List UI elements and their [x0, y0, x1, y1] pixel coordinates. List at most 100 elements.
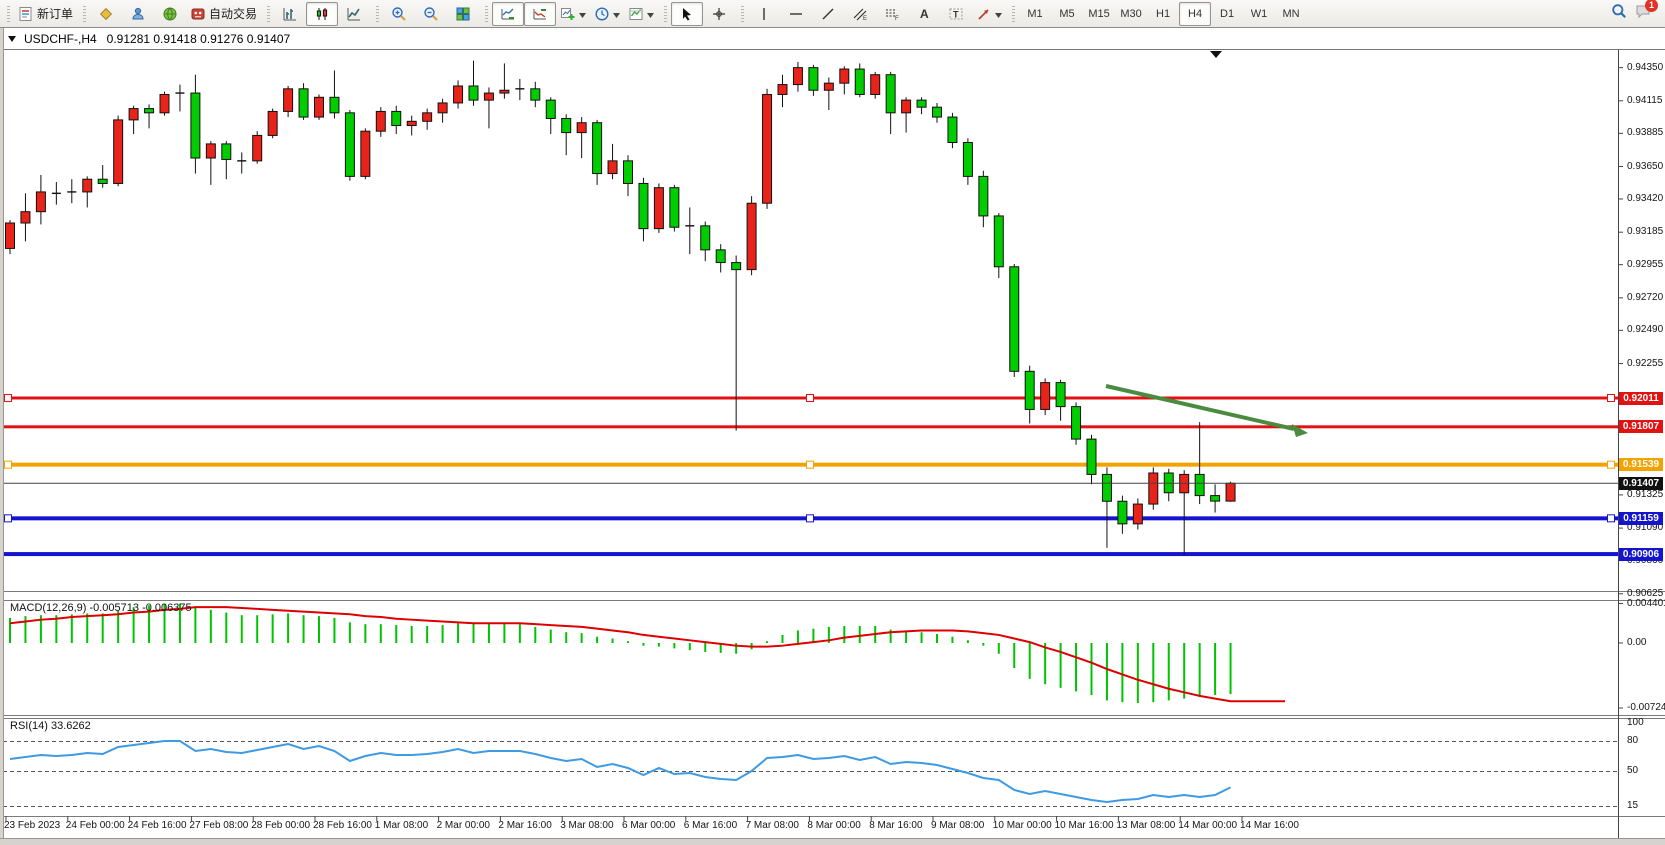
- zoom-out-button[interactable]: [415, 2, 447, 26]
- candle: [901, 99, 912, 114]
- button-label: H1: [1156, 7, 1171, 20]
- zoom-in-button[interactable]: [383, 2, 415, 26]
- line-handle[interactable]: [4, 460, 12, 469]
- chevron-down-icon[interactable]: [647, 5, 655, 23]
- vline-button[interactable]: [748, 2, 780, 26]
- timeframe-h1-button[interactable]: H1: [1147, 2, 1179, 26]
- price-tick-label: 0.94350: [1627, 61, 1664, 73]
- line-handle[interactable]: [1607, 394, 1615, 402]
- bar-chart-button[interactable]: [274, 2, 306, 26]
- fibonacci-button[interactable]: F: [876, 2, 908, 26]
- time-axis-label: 8 Mar 16:00: [869, 820, 923, 831]
- timeframe-w1-button[interactable]: W1: [1243, 2, 1275, 26]
- line-chart-icon: [346, 6, 362, 22]
- candle: [113, 119, 124, 184]
- line-handle[interactable]: [806, 514, 814, 523]
- line-handle[interactable]: [806, 394, 814, 402]
- indicator-window-button[interactable]: [492, 1, 525, 26]
- chat-button[interactable]: 1: [1635, 0, 1658, 24]
- macd-signal-line: [9, 606, 1285, 703]
- candle: [221, 143, 232, 160]
- market-watch-button[interactable]: [90, 2, 122, 26]
- chart-collapse-icon[interactable]: [8, 35, 16, 42]
- line-handle[interactable]: [4, 394, 12, 402]
- time-axis-label: 6 Mar 00:00: [622, 820, 676, 831]
- new-order-button[interactable]: 新订单: [14, 2, 77, 26]
- timeframe-m5-button[interactable]: M5: [1051, 2, 1083, 26]
- candle: [746, 202, 757, 271]
- hline-button[interactable]: [780, 2, 812, 26]
- time-axis-label: 24 Feb 00:00: [65, 820, 125, 831]
- hline-icon: [788, 6, 804, 22]
- navigator-button[interactable]: [154, 2, 186, 26]
- trendline-icon: [820, 6, 836, 22]
- time-axis-label: 27 Feb 08:00: [189, 820, 249, 831]
- price-tick-label: 0.93185: [1627, 226, 1664, 238]
- add-indicator-button[interactable]: [556, 2, 590, 26]
- candle: [823, 82, 834, 91]
- chart-shift-marker: [1210, 51, 1222, 58]
- price-line-label: 0.91539: [1619, 458, 1663, 472]
- data-window-button[interactable]: [122, 2, 154, 26]
- trend-arrow-head[interactable]: [1292, 424, 1308, 437]
- tile-windows-button[interactable]: [447, 2, 479, 26]
- chevron-down-icon[interactable]: [579, 5, 587, 23]
- timeframe-m15-button[interactable]: M15: [1083, 2, 1115, 26]
- autotrading-icon: [190, 6, 206, 22]
- timeframe-mn-button[interactable]: MN: [1275, 2, 1307, 26]
- timeframe-m1-button[interactable]: M1: [1019, 2, 1051, 26]
- price-line-label: 0.92011: [1619, 391, 1663, 405]
- price-tick-label: 0.93650: [1627, 160, 1664, 172]
- candle: [561, 117, 572, 134]
- line-chart-button[interactable]: [338, 2, 370, 26]
- line-handle[interactable]: [806, 460, 814, 469]
- autotrading-button[interactable]: 自动交易: [186, 2, 261, 26]
- label-icon: T: [948, 6, 964, 22]
- trend-arrow[interactable]: [1105, 384, 1295, 431]
- candle: [499, 89, 510, 94]
- trendline-button[interactable]: [812, 2, 844, 26]
- candle: [607, 160, 618, 175]
- shapes-button[interactable]: [972, 2, 1006, 26]
- indicator-list-button[interactable]: [524, 1, 557, 26]
- line-handle[interactable]: [1607, 460, 1615, 469]
- timeframe-m30-button[interactable]: M30: [1115, 2, 1147, 26]
- candle: [1071, 406, 1082, 440]
- search-button[interactable]: [1611, 3, 1627, 24]
- data-window-icon: [130, 6, 146, 22]
- macd-axis-label: -0.007249: [1627, 702, 1665, 713]
- time-axis-label: 14 Mar 16:00: [1240, 820, 1299, 831]
- candle: [854, 68, 865, 95]
- channel-button[interactable]: E: [844, 2, 876, 26]
- cursor-button[interactable]: [671, 1, 704, 26]
- period-button[interactable]: [590, 2, 624, 26]
- line-handle[interactable]: [4, 514, 12, 523]
- line-handle[interactable]: [1607, 514, 1615, 523]
- cursor-icon: [679, 6, 695, 22]
- time-axis-label: 7 Mar 08:00: [745, 820, 799, 831]
- chevron-down-icon[interactable]: [613, 5, 621, 23]
- crosshair-button[interactable]: [703, 2, 735, 26]
- horizontal-line-0.91807[interactable]: [3, 425, 1618, 429]
- text-button[interactable]: A: [908, 2, 940, 26]
- chart-ohlc-readout: 0.91281 0.91418 0.91276 0.91407: [106, 31, 291, 46]
- market-watch-icon: [98, 6, 114, 22]
- candle: [128, 108, 139, 121]
- add-indicator-icon: [560, 6, 576, 22]
- template-button[interactable]: [624, 2, 658, 26]
- rsi-line: [9, 740, 1231, 804]
- candle: [1101, 473, 1112, 502]
- timeframe-h4-button[interactable]: H4: [1179, 1, 1212, 26]
- candle: [20, 211, 31, 224]
- chevron-down-icon[interactable]: [995, 5, 1003, 23]
- macd-axis-label: 0.00: [1627, 637, 1647, 648]
- timeframe-d1-button[interactable]: D1: [1211, 2, 1243, 26]
- label-button[interactable]: T: [940, 2, 972, 26]
- horizontal-line-0.90906[interactable]: [3, 552, 1618, 557]
- price-tick-label: 0.90625: [1627, 587, 1664, 599]
- candlestick-button[interactable]: [306, 1, 339, 26]
- candle: [437, 102, 448, 114]
- candle: [715, 249, 726, 264]
- candle: [422, 112, 433, 122]
